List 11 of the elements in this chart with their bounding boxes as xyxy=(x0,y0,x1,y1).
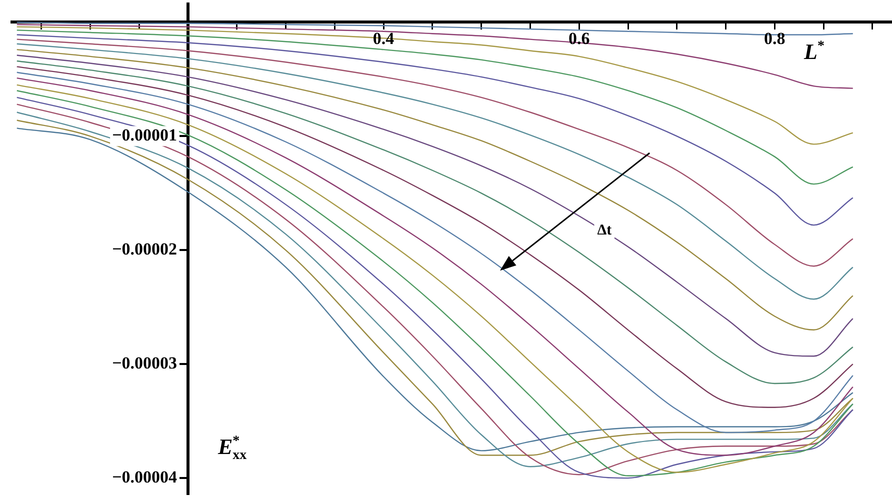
y-tick-label: −0.00002 xyxy=(112,240,177,259)
x-tick-label: 0.8 xyxy=(764,29,786,48)
line-series xyxy=(16,30,854,185)
x-axis-title: L* xyxy=(803,39,824,64)
line-series xyxy=(16,34,854,226)
y-tick-label: −0.00003 xyxy=(112,353,177,372)
line-series xyxy=(16,26,854,145)
line-series xyxy=(16,24,854,89)
y-tick-label: −0.00001 xyxy=(112,126,177,145)
annotation: Δt xyxy=(597,222,612,238)
y-tick-label: −0.00004 xyxy=(112,467,178,486)
